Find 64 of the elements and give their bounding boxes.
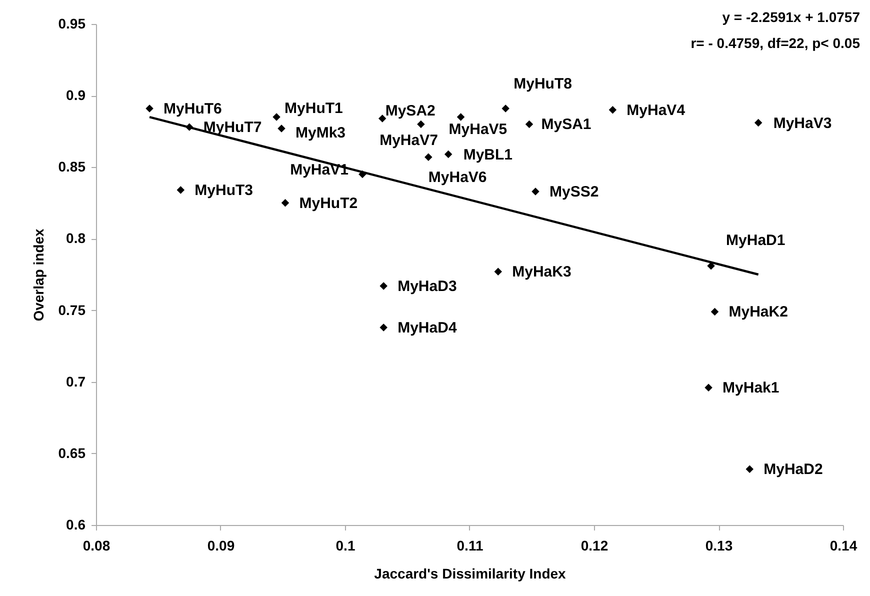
- annotation: MyHaD4: [398, 319, 458, 336]
- annotation: MyHaV6: [428, 169, 487, 186]
- y-tick-label: 0.85: [58, 158, 86, 175]
- y-tick-label: 0.7: [66, 373, 86, 390]
- annotation: MyHaD1: [726, 232, 786, 249]
- annotation: MyHuT1: [284, 100, 343, 118]
- y-tick-label: 0.6: [66, 516, 86, 532]
- annotation: MyHaV5: [448, 121, 508, 138]
- y-tick-label: 0.65: [58, 444, 86, 461]
- annotation: MyHaV4: [626, 102, 686, 119]
- point: [444, 150, 452, 158]
- point: [746, 465, 754, 474]
- annotation: MyHak1: [722, 380, 780, 397]
- annotation: MyHaD3: [398, 278, 457, 295]
- point: [176, 186, 185, 194]
- annotation: MySA1: [541, 116, 592, 134]
- point: [754, 118, 762, 127]
- annotation: MySS2: [549, 183, 599, 200]
- point: [424, 153, 432, 161]
- point: [710, 308, 719, 316]
- annotation: MyHaV3: [773, 114, 832, 132]
- y-tick-label: 0.95: [58, 16, 86, 32]
- annotation: MyBL1: [463, 146, 513, 164]
- point: [281, 199, 290, 207]
- annotation: MyHaK3: [512, 264, 572, 281]
- x-tick-label: 0.12: [580, 538, 608, 554]
- annotation: MyHuT2: [299, 194, 358, 212]
- annotation: y = -2.2591x + 1.0757: [722, 9, 860, 25]
- point: [456, 113, 465, 121]
- point: [502, 104, 510, 112]
- point: [378, 114, 386, 122]
- x-tick-label: 0.09: [207, 538, 235, 554]
- point: [272, 113, 280, 121]
- x-tick-label: 0.13: [705, 538, 733, 554]
- y-axis-title: Overlap index: [30, 228, 46, 322]
- point: [417, 120, 425, 128]
- point: [704, 384, 712, 392]
- x-tick-label: 0.08: [82, 538, 110, 554]
- point: [380, 282, 388, 290]
- annotation: r= - 0.4759, df=22, p< 0.05: [690, 35, 860, 51]
- point: [525, 120, 534, 128]
- x-tick-label: 0.14: [830, 538, 858, 554]
- annotation: MyMk3: [296, 124, 346, 142]
- point: [380, 324, 388, 332]
- x-tick-label: 0.1: [336, 538, 356, 554]
- annotation: MyHuT8: [514, 75, 572, 92]
- x-tick-label: 0.11: [456, 538, 484, 554]
- y-tick-label: 0.8: [66, 230, 86, 246]
- point: [532, 188, 540, 196]
- x-axis-title: Jaccard's Dissimilarity Index: [374, 566, 566, 582]
- annotation: MyHaK2: [728, 304, 788, 321]
- annotation: MyHuT6: [164, 100, 222, 118]
- y-tick-label: 0.75: [58, 302, 86, 318]
- annotation: MyHuT7: [203, 119, 262, 136]
- y-tick-label: 0.9: [66, 87, 86, 104]
- annotation: MyHaD2: [764, 461, 823, 478]
- annotation: MyHuT3: [194, 182, 254, 200]
- annotation: MyHaV7: [380, 132, 438, 150]
- annotation: MyHaV1: [290, 161, 348, 178]
- point: [278, 124, 286, 132]
- annotation: MySA2: [385, 102, 436, 120]
- point: [608, 106, 617, 114]
- point: [146, 104, 154, 112]
- point: [494, 268, 502, 276]
